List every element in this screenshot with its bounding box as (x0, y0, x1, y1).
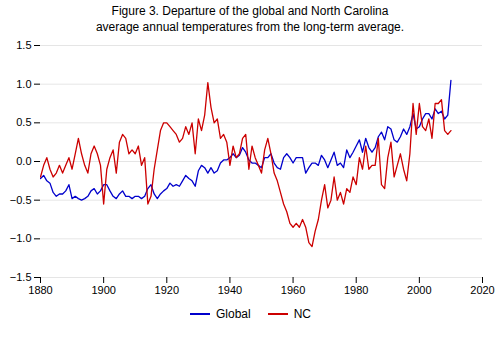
html-text:NC: NC (293, 307, 311, 322)
svg-text:1920: 1920 (155, 284, 179, 296)
svg-text:1.5: 1.5 (16, 39, 31, 51)
svg-text:0.5: 0.5 (16, 117, 31, 129)
svg-text:2000: 2000 (407, 284, 431, 296)
svg-text:−1.0: −1.0 (10, 233, 32, 245)
svg-text:1880: 1880 (28, 284, 52, 296)
html-text:Figure 3. Departure of the glo: Figure 3. Departure of the global and No… (95, 4, 405, 34)
svg-text:1980: 1980 (344, 284, 368, 296)
svg-text:1900: 1900 (91, 284, 115, 296)
svg-text:1.0: 1.0 (16, 78, 31, 90)
svg-text:2020: 2020 (470, 284, 494, 296)
svg-text:1960: 1960 (281, 284, 305, 296)
svg-text:0.0: 0.0 (16, 155, 31, 167)
svg-text:1940: 1940 (218, 284, 242, 296)
html-text:Global: Global (216, 307, 251, 322)
svg-text:−1.5: −1.5 (10, 271, 32, 283)
svg-text:−0.5: −0.5 (10, 194, 32, 206)
